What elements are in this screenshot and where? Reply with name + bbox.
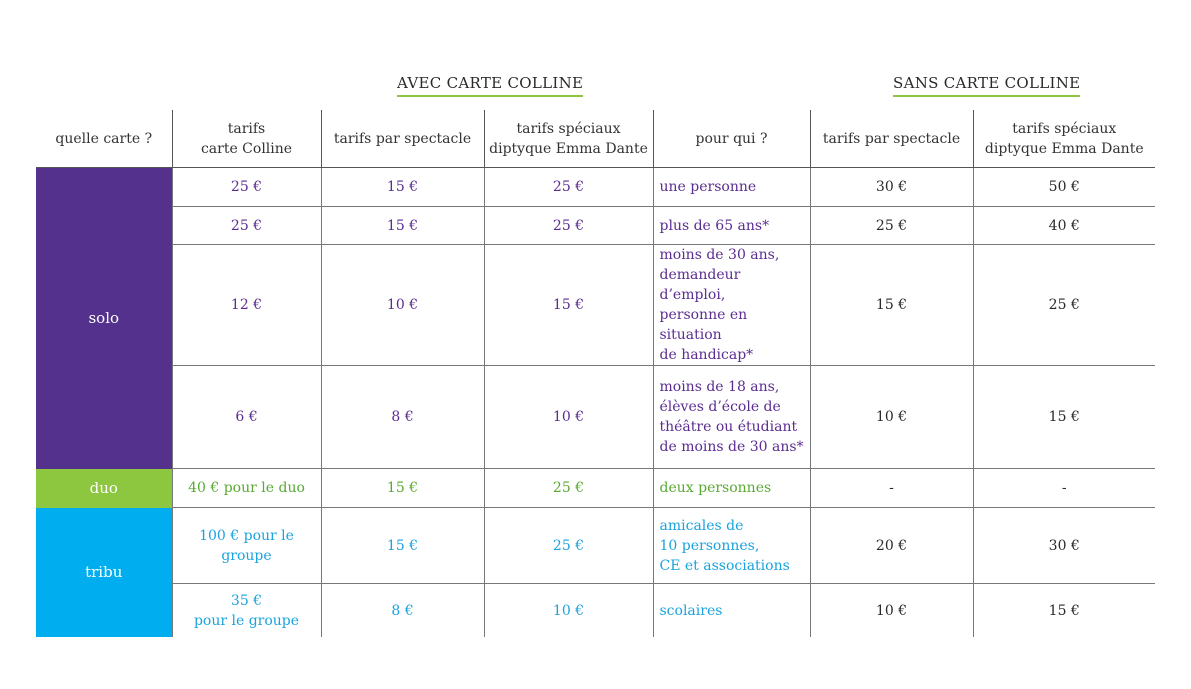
category-tribu: tribu bbox=[36, 507, 172, 637]
cell-sans-diptyque: 40 € bbox=[972, 206, 1155, 245]
table-row: 12 € 10 € 15 € moins de 30 ans, demandeur… bbox=[36, 244, 1155, 366]
cell-spectacle: 8 € bbox=[320, 365, 484, 469]
cell-spectacle: 10 € bbox=[320, 244, 484, 366]
category-solo: solo bbox=[36, 167, 172, 469]
category-duo: duo bbox=[36, 468, 172, 508]
cell-diptyque: 15 € bbox=[483, 244, 653, 366]
cell-sans-spectacle: 25 € bbox=[809, 206, 973, 245]
cell-pour-qui: moins de 30 ans, demandeur d’emploi, perso… bbox=[652, 244, 810, 366]
cell-sans-diptyque: - bbox=[972, 468, 1155, 508]
cell-spectacle: 8 € bbox=[320, 583, 484, 637]
table-row: 35 € pour le groupe 8 € 10 € scolaires 10… bbox=[36, 583, 1155, 637]
avec-carte-colline-heading: AVEC CARTE COLLINE bbox=[397, 74, 584, 97]
cell-spectacle: 15 € bbox=[320, 468, 484, 508]
cell-sans-spectacle: 15 € bbox=[809, 244, 973, 366]
col-header-sans-tarifs-par-spectacle: tarifs par spectacle bbox=[809, 110, 973, 168]
cell-pour-qui: moins de 18 ans, élèves d’école de théâtre… bbox=[652, 365, 810, 469]
cell-diptyque: 25 € bbox=[483, 468, 653, 508]
table-row: 6 € 8 € 10 € moins de 18 ans, élèves d’éc… bbox=[36, 365, 1155, 469]
col-header-tarifs-carte-colline: tarifs carte Colline bbox=[171, 110, 321, 168]
cell-sans-diptyque: 15 € bbox=[972, 583, 1155, 637]
table-row: solo 25 € 15 € 25 € une personne 30 € 50… bbox=[36, 167, 1155, 469]
cell-pour-qui: amicales de 10 personnes, CE et associatio… bbox=[652, 507, 810, 584]
tarifs-table: quelle carte ? tarifs carte Colline tarif… bbox=[36, 110, 1155, 637]
cell-carte: 25 € bbox=[171, 167, 321, 207]
table-header-row: quelle carte ? tarifs carte Colline tarif… bbox=[36, 110, 1155, 168]
col-header-quelle-carte: quelle carte ? bbox=[36, 110, 172, 168]
cell-carte: 12 € bbox=[171, 244, 321, 366]
cell-sans-diptyque: 50 € bbox=[972, 167, 1155, 207]
cell-sans-diptyque: 30 € bbox=[972, 507, 1155, 584]
cell-sans-spectacle: 10 € bbox=[809, 365, 973, 469]
col-header-tarifs-par-spectacle: tarifs par spectacle bbox=[320, 110, 484, 168]
cell-pour-qui: une personne bbox=[652, 167, 810, 207]
cell-carte: 100 € pour le groupe bbox=[171, 507, 321, 584]
cell-carte: 40 € pour le duo bbox=[171, 468, 321, 508]
cell-spectacle: 15 € bbox=[320, 206, 484, 245]
cell-diptyque: 10 € bbox=[483, 583, 653, 637]
cell-sans-spectacle: - bbox=[809, 468, 973, 508]
sans-carte-colline-heading: SANS CARTE COLLINE bbox=[893, 74, 1081, 97]
col-header-tarifs-speciaux: tarifs spéciaux diptyque Emma Dante bbox=[483, 110, 653, 168]
col-header-pour-qui: pour qui ? bbox=[652, 110, 810, 168]
cell-diptyque: 25 € bbox=[483, 167, 653, 207]
cell-diptyque: 25 € bbox=[483, 206, 653, 245]
cell-sans-diptyque: 15 € bbox=[972, 365, 1155, 469]
cell-pour-qui: deux personnes bbox=[652, 468, 810, 508]
col-header-sans-tarifs-speciaux: tarifs spéciaux diptyque Emma Dante bbox=[972, 110, 1155, 168]
cell-spectacle: 15 € bbox=[320, 167, 484, 207]
cell-pour-qui: scolaires bbox=[652, 583, 810, 637]
cell-sans-spectacle: 10 € bbox=[809, 583, 973, 637]
cell-sans-spectacle: 20 € bbox=[809, 507, 973, 584]
cell-diptyque: 10 € bbox=[483, 365, 653, 469]
cell-pour-qui: plus de 65 ans* bbox=[652, 206, 810, 245]
cell-carte: 6 € bbox=[171, 365, 321, 469]
table-row: 25 € 15 € 25 € plus de 65 ans* 25 € 40 € bbox=[36, 206, 1155, 245]
table-row: duo 40 € pour le duo 15 € 25 € deux pers… bbox=[36, 468, 1155, 508]
cell-sans-diptyque: 25 € bbox=[972, 244, 1155, 366]
cell-spectacle: 15 € bbox=[320, 507, 484, 584]
cell-carte: 35 € pour le groupe bbox=[171, 583, 321, 637]
cell-carte: 25 € bbox=[171, 206, 321, 245]
cell-diptyque: 25 € bbox=[483, 507, 653, 584]
table-row: tribu 100 € pour le groupe 15 € 25 € amic… bbox=[36, 507, 1155, 637]
cell-sans-spectacle: 30 € bbox=[809, 167, 973, 207]
